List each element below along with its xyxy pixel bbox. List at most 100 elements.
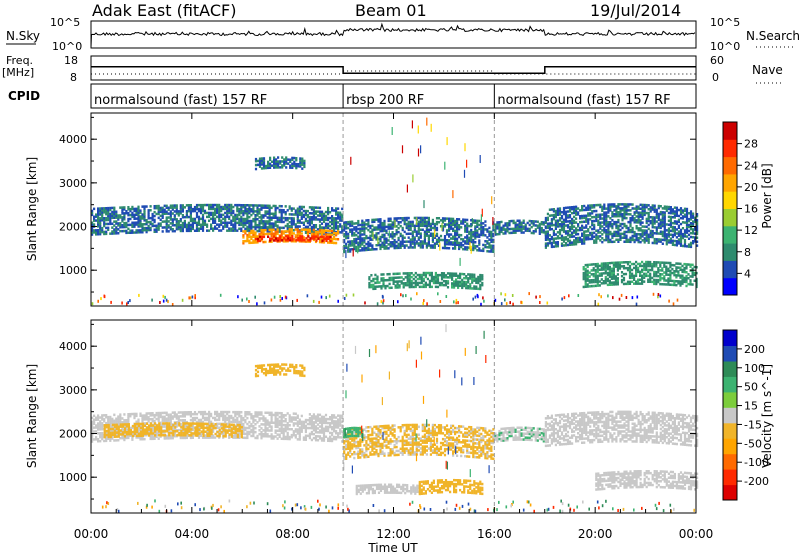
power-cell [349,220,352,224]
power-cell [618,263,622,266]
power-cell [450,217,453,221]
power-cell [333,235,336,239]
power-cell [657,212,660,216]
power-cell [600,262,603,265]
power-cell [179,229,182,233]
power-cell [591,204,594,207]
power-cell [473,287,476,290]
power-cell [256,163,260,167]
power-cell [562,224,566,227]
power-cell [584,275,587,279]
power-cell [208,219,211,222]
power-cell [408,283,411,287]
power-cell [157,228,160,231]
power-cell [185,213,188,217]
power-cell [425,244,428,247]
power-cell [159,214,162,218]
power-cell [694,228,697,231]
power-cell [588,275,591,278]
power-cell [183,221,186,225]
power-cell [254,216,257,219]
power-cell [331,220,334,224]
power-cell [571,207,574,211]
velocity-cell [95,416,98,419]
power-cell [226,207,229,211]
power-cell [244,204,247,207]
power-cell [201,215,205,219]
power-cell [624,261,628,264]
power-cell [629,203,632,206]
power-cell [419,216,422,220]
power-cell [595,241,598,244]
velocity-cell [91,426,94,429]
power-cell [534,224,537,227]
power-cell [539,295,541,299]
power-cell [370,274,373,277]
power-cell [376,277,379,280]
power-cell [363,231,366,234]
power-cell [127,206,130,209]
power-cell [633,217,636,220]
power-cell [492,225,495,228]
power-cell [310,218,313,221]
power-cell [683,215,687,218]
velocity-cell [145,433,148,437]
power-cell [443,219,447,222]
power-cell [262,161,266,164]
power-cell [620,265,624,268]
power-cell [581,207,584,210]
power-cell [612,263,615,267]
power-cell [269,156,272,160]
power-cell [105,207,108,210]
power-cell [258,239,262,243]
power-cell [476,221,479,224]
power-cell [583,216,586,220]
power-cell [548,234,551,237]
power-cell [562,218,566,222]
power-cell [219,293,222,297]
power-cell [272,222,275,225]
power-cell [451,278,454,281]
power-cell [309,239,312,242]
power-cell [641,203,644,207]
power-cell [367,248,370,251]
velocity-cell [220,412,223,416]
power-cell [248,225,251,229]
power-cell [273,156,276,159]
power-cell [452,227,455,230]
power-cell [403,236,406,239]
power-cell [610,269,613,273]
power-cell [281,156,284,159]
power-cell [201,205,205,209]
power-cell [321,235,324,239]
power-cell [396,276,399,279]
power-cell [320,214,324,217]
power-cell [391,225,394,228]
velocity-cell [208,416,211,420]
velocity-cell [137,428,140,431]
power-cell [197,229,201,232]
power-cell [372,287,375,291]
power-cell [318,236,322,240]
power-cell [187,204,190,207]
power-cell [448,239,451,242]
velocity-cell [161,411,164,415]
power-cell [617,230,620,234]
power-cell [453,300,455,304]
power-cell [474,241,477,244]
power-cell [214,217,217,220]
power-cell [426,283,429,287]
power-cell [351,230,354,233]
power-cell [329,235,332,239]
power-cell [452,217,455,221]
power-cell [159,224,162,227]
power-cell [394,286,397,289]
power-cell [420,277,423,281]
power-cell [175,218,178,221]
power-cell [250,231,253,235]
power-cell [522,225,525,228]
power-cell [439,242,441,251]
power-cell [268,218,271,221]
power-cell [566,239,570,243]
velocity-cell [105,439,108,443]
